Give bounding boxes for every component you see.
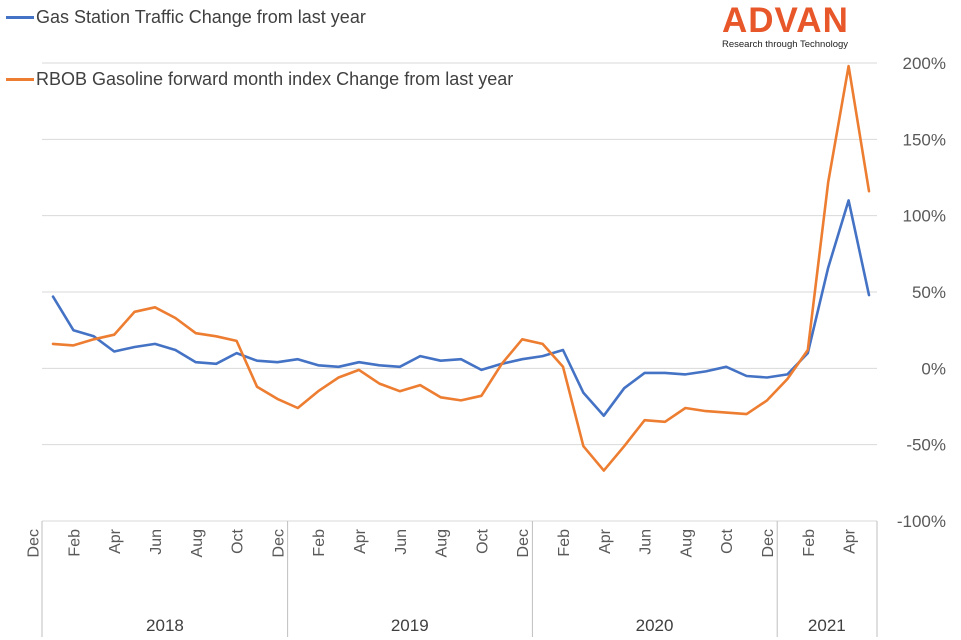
logo-wordmark: ADVAN [722, 1, 849, 40]
x-tick-label: Jun [393, 529, 410, 555]
y-tick-label: -50% [906, 436, 946, 455]
legend-item-rbob: RBOB Gasoline forward month index Change… [6, 69, 513, 90]
x-tick-label: Jun [638, 529, 655, 555]
x-tick-label: Oct [474, 528, 491, 553]
grid-lines [42, 62, 877, 522]
y-tick-label: 100% [903, 207, 946, 226]
x-tick-label: Feb [801, 529, 818, 557]
x-tick-label: Oct [719, 528, 736, 553]
x-tick-label: Aug [434, 529, 451, 557]
y-tick-label: 200% [903, 54, 946, 73]
year-label: 2018 [146, 616, 184, 635]
x-tick-label: Dec [26, 529, 43, 557]
y-tick-label: 150% [903, 130, 946, 149]
x-tick-label: Dec [270, 529, 287, 557]
legend-item-gas-traffic: Gas Station Traffic Change from last yea… [6, 7, 366, 28]
x-tick-label: Apr [352, 528, 369, 554]
x-tick-label: Jun [148, 529, 165, 555]
x-axis: Dec Feb Apr Jun Aug Oct Dec Feb Apr Jun Aug Oct Dec F… [26, 521, 878, 637]
series-lines [51, 64, 871, 472]
series-line-gas-traffic [51, 199, 871, 418]
year-label: 2021 [808, 616, 846, 635]
x-tick-label: Apr [597, 528, 614, 554]
x-tick-label: Dec [760, 529, 777, 557]
x-tick-label: Dec [515, 529, 532, 557]
y-tick-label: -100% [897, 512, 946, 531]
series-line-rbob [51, 64, 871, 472]
x-tick-label: Aug [189, 529, 206, 557]
year-label: 2020 [636, 616, 674, 635]
year-label: 2019 [391, 616, 429, 635]
logo-tagline: Research through Technology [722, 39, 849, 50]
legend-label-rbob: RBOB Gasoline forward month index Change… [36, 69, 514, 89]
legend-swatch-rbob [6, 78, 34, 81]
y-tick-label: 50% [912, 283, 946, 302]
x-tick-label: Apr [842, 528, 859, 554]
x-tick-label: Feb [311, 529, 328, 557]
x-tick-label: Feb [66, 529, 83, 557]
legend-swatch-gas [6, 16, 34, 19]
legend-label-gas: Gas Station Traffic Change from last yea… [36, 7, 366, 27]
x-tick-label: Oct [230, 528, 247, 553]
y-axis: 200% 150% 100% 50% 0% -50% -100% [897, 54, 946, 531]
advan-logo: ADVAN Research through Technology [722, 1, 849, 51]
x-tick-label: Aug [678, 529, 695, 557]
y-tick-label: 0% [921, 359, 946, 378]
x-tick-label: Feb [556, 529, 573, 557]
x-tick-label: Apr [107, 528, 124, 554]
